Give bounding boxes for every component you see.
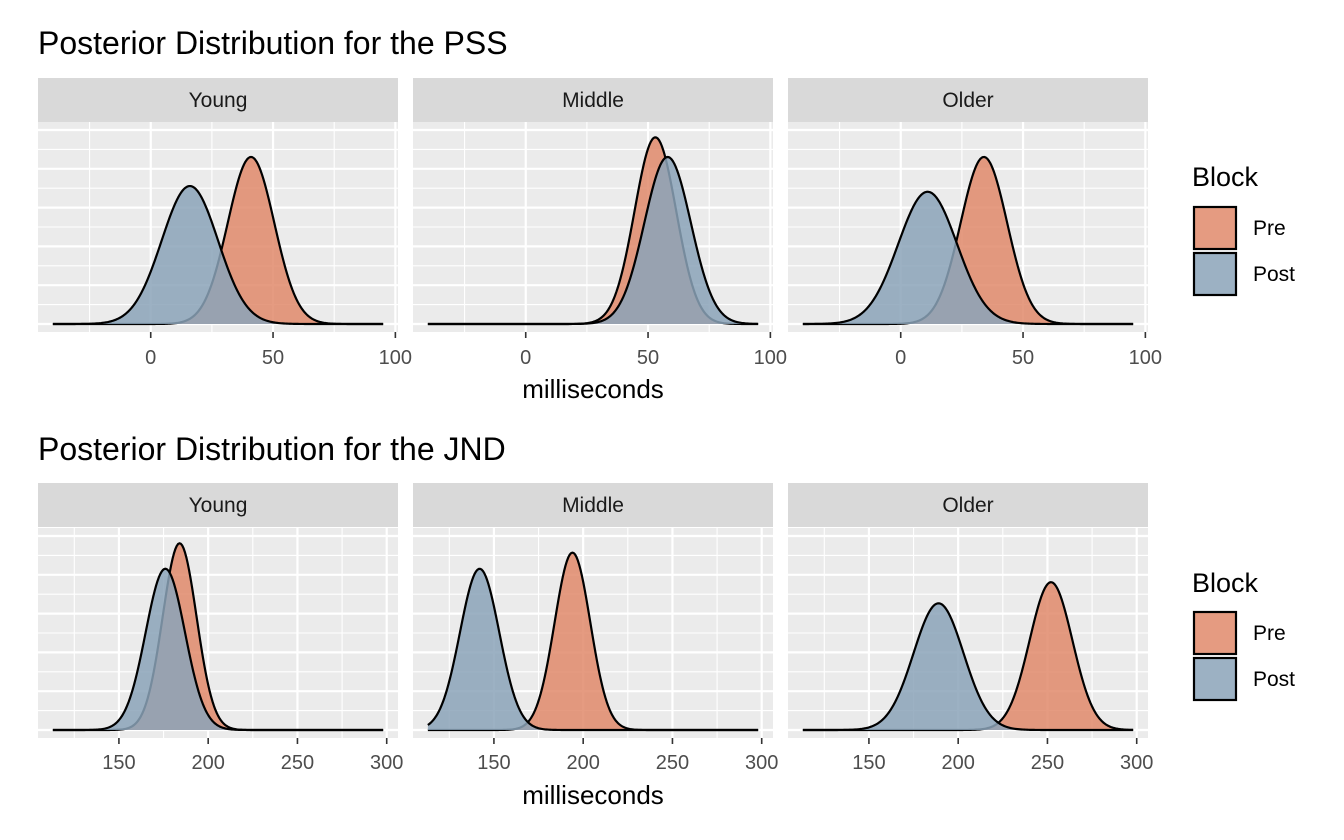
density-line-post [427,155,759,326]
x-axis-title: milliseconds [522,374,664,404]
density-area-post [52,186,384,324]
facet-label: Older [942,494,993,517]
density-area-pre [802,157,1134,324]
x-tick-label: 250 [281,752,314,774]
x-tick-label: 250 [656,752,689,774]
legend-label: Post [1253,668,1295,691]
x-tick-label: 100 [1129,347,1162,369]
legend-title: Block [1192,568,1259,598]
density-line-post [802,190,1134,326]
chart-1: Posterior Distribution for the PSS Young 0… [38,25,1295,404]
x-tick-label: 50 [637,347,659,369]
facet-panel-middle: Middle 0 50 100 [413,78,787,369]
facet-panel-young: Young 0 50 100 [38,78,412,369]
x-tick-label: 250 [1031,752,1064,774]
density-area-post [427,156,759,324]
facet-panel-older: Older 0 50 100 [788,78,1162,369]
legend-title: Block [1192,162,1259,192]
facet-panel-young: Young 150 200 250 300 [38,483,403,774]
legend: Block Pre Post [1192,162,1295,297]
density-area-post [802,603,1134,730]
facet-strip [788,483,1148,527]
x-tick-label: 150 [477,752,510,774]
density-line-post [427,567,759,732]
facet-label: Middle [562,494,624,517]
x-tick-label: 300 [1120,752,1153,774]
facet-panel-middle: Middle 150 200 250 300 [413,483,778,774]
legend-key-pre [1192,205,1238,251]
x-tick-label: 0 [895,347,906,369]
legend-label: Pre [1253,622,1286,645]
facet-strip [788,78,1148,122]
x-tick-label: 0 [520,347,531,369]
facet-panel-older: Older 150 200 250 300 [788,483,1153,774]
chart-title: Posterior Distribution for the PSS [38,25,508,61]
facet-label: Older [942,89,993,112]
legend-key-post [1192,251,1238,297]
x-tick-label: 200 [566,752,599,774]
density-area-post [802,191,1134,324]
x-tick-label: 50 [1012,347,1034,369]
x-tick-label: 150 [852,752,885,774]
density-line-post [52,184,384,326]
facet-strip [38,483,398,527]
legend-key-post [1192,656,1238,702]
density-area-post [427,568,759,730]
x-tick-label: 200 [191,752,224,774]
chart-2: Posterior Distribution for the JND Young 1… [38,431,1295,810]
density-line-post [802,602,1134,732]
facet-strip [38,78,398,122]
x-axis-title: milliseconds [522,780,664,810]
x-tick-label: 100 [754,347,787,369]
density-line-post [52,567,384,732]
x-tick-label: 300 [745,752,778,774]
chart-title: Posterior Distribution for the JND [38,431,506,467]
density-area-post [52,568,384,730]
facet-label: Middle [562,89,624,112]
x-tick-label: 0 [145,347,156,369]
facet-strip [413,483,773,527]
x-tick-label: 150 [102,752,135,774]
x-tick-label: 50 [262,347,284,369]
facet-strip [413,78,773,122]
legend-key-pre [1192,610,1238,656]
legend: Block Pre Post [1192,568,1295,702]
x-tick-label: 200 [941,752,974,774]
x-tick-label: 300 [370,752,403,774]
facet-label: Young [189,89,248,112]
legend-label: Post [1253,263,1295,286]
facet-label: Young [189,494,248,517]
x-tick-label: 100 [379,347,412,369]
density-area-pre [802,582,1134,730]
legend-label: Pre [1253,217,1286,240]
